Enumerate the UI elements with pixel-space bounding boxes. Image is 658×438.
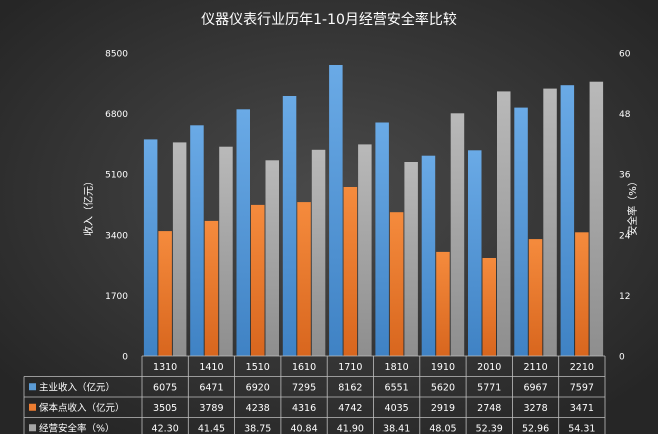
data-table-cell: 4742 [338, 403, 362, 414]
bar-breakeven-income [575, 232, 589, 356]
bar-safety-rate [543, 88, 557, 356]
bar-breakeven-income [528, 239, 543, 356]
bar-safety-rate [497, 91, 511, 357]
data-table-cell: 2748 [477, 403, 501, 414]
x-tick-label: 2210 [570, 362, 594, 373]
data-table-cell: 3471 [570, 403, 594, 414]
x-tick-label: 1910 [431, 362, 455, 373]
data-table-cell: 3505 [153, 403, 177, 414]
data-table-cell: 2919 [431, 403, 455, 414]
legend-swatch [29, 403, 36, 411]
y-axis-label: 收入（亿元） [82, 176, 95, 236]
data-table-cell: 41.90 [337, 423, 364, 434]
data-table-cell: 7597 [570, 382, 594, 393]
bar-main-income [282, 96, 297, 356]
bar-safety-rate [404, 162, 418, 356]
bar-safety-rate [358, 144, 372, 356]
y-tick-label: 5100 [105, 171, 128, 181]
bar-main-income [560, 85, 575, 356]
data-table-cell: 8162 [338, 382, 362, 393]
x-tick-label: 1610 [292, 362, 316, 373]
data-table-cell: 4316 [292, 403, 316, 414]
legend-label: 保本点收入（亿元） [39, 402, 125, 414]
bar-breakeven-income [204, 220, 219, 356]
data-table-cell: 5620 [431, 382, 455, 393]
data-table-cell: 52.96 [522, 423, 549, 434]
bar-safety-rate [172, 142, 187, 356]
bar-main-income [236, 109, 250, 356]
data-table-cell: 41.45 [198, 423, 225, 434]
y2-axis-label: 安全率（%） [626, 176, 639, 236]
bar-safety-rate [450, 113, 465, 356]
bar-main-income [329, 65, 343, 356]
x-tick-label: 1810 [385, 362, 409, 373]
data-table-cell: 4035 [385, 403, 409, 414]
chart-title: 仪器仪表行业历年1-10月经营安全率比较 [201, 11, 457, 28]
x-tick-label: 1410 [199, 362, 223, 373]
bar-safety-rate [589, 81, 604, 356]
y2-tick-label: 12 [619, 292, 630, 302]
data-table-cell: 4238 [246, 403, 270, 414]
legend-label: 主业收入（亿元） [39, 381, 115, 393]
x-tick-label: 1310 [153, 362, 177, 373]
legend-swatch [29, 383, 36, 391]
bar-safety-rate [311, 149, 326, 356]
bar-main-income [190, 125, 204, 356]
data-table-cell: 48.05 [429, 423, 456, 434]
bar-breakeven-income [482, 258, 496, 356]
data-table-cell: 40.84 [290, 423, 317, 434]
bar-breakeven-income [343, 187, 358, 356]
bar-breakeven-income [436, 251, 450, 356]
data-table-cell: 6075 [153, 382, 177, 393]
data-table-cell: 5771 [477, 382, 501, 393]
data-table-cell: 3789 [199, 403, 223, 414]
data-table-cell: 6920 [246, 382, 270, 393]
data-table: 1310 1410 1510 1610 1710 1810 1910 2010 2110 2210… [23, 355, 606, 438]
y2-tick-label: 24 [619, 231, 631, 241]
legend-label: 经营安全率（%） [39, 422, 115, 434]
bar-main-income [421, 155, 436, 356]
data-table-cell: 42.30 [152, 423, 179, 434]
bar-breakeven-income [389, 212, 404, 356]
bar-safety-rate [265, 160, 279, 356]
data-table-cell: 52.39 [476, 423, 503, 434]
bar-main-income [514, 107, 528, 356]
bar-main-income [143, 139, 158, 356]
data-table-cell: 38.41 [383, 423, 410, 434]
y2-tick-label: 48 [619, 110, 631, 120]
x-tick-label: 2110 [523, 362, 547, 373]
data-table-cell: 38.75 [244, 423, 271, 434]
y-tick-label: 3400 [105, 231, 128, 241]
plot-area: 0 1700 3400 5100 6800 8500 0 12 24 36 48 60 [105, 50, 631, 363]
data-table-cell: 3278 [523, 403, 547, 414]
y2-tick-label: 0 [619, 353, 625, 363]
bar-breakeven-income [297, 202, 311, 356]
bar-main-income [468, 150, 482, 356]
y-tick-label: 8500 [105, 50, 128, 60]
data-table-cell: 7295 [292, 382, 316, 393]
bar-breakeven-income [251, 204, 265, 356]
y2-tick-label: 36 [619, 171, 631, 181]
y2-tick-label: 60 [619, 50, 631, 60]
y-tick-label: 6800 [105, 110, 128, 120]
y-tick-label: 0 [122, 353, 128, 363]
x-tick-label: 1510 [246, 362, 270, 373]
bar-safety-rate [219, 146, 233, 356]
data-table-cell: 6471 [199, 382, 223, 393]
data-table-cell: 54.31 [568, 423, 595, 434]
data-table-cell: 6551 [385, 382, 409, 393]
x-tick-label: 1710 [338, 362, 362, 373]
bar-main-income [375, 122, 389, 356]
data-table-cell: 6967 [523, 382, 547, 393]
legend-swatch [29, 424, 36, 432]
x-tick-label: 2010 [477, 362, 501, 373]
bar-breakeven-income [158, 231, 172, 356]
y-tick-label: 1700 [105, 292, 128, 302]
